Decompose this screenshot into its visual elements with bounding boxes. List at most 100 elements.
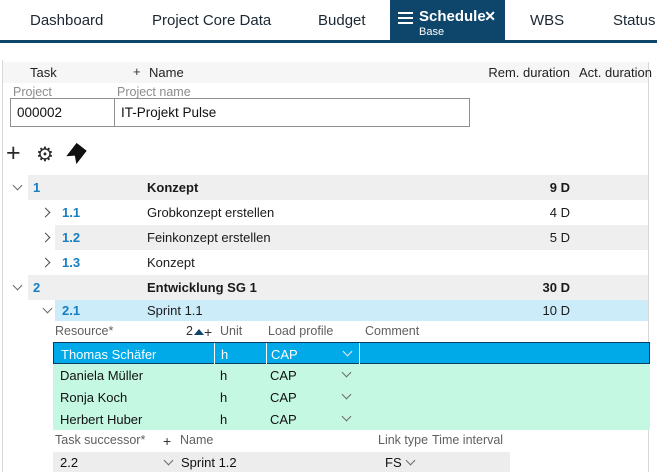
dropdown-chevron-icon[interactable] xyxy=(163,456,175,468)
project-label: Project xyxy=(13,85,52,99)
column-separator xyxy=(266,343,267,365)
add-column-icon[interactable]: + xyxy=(133,64,141,79)
task-rem-duration: 10 D xyxy=(542,303,570,318)
resource-load-profile[interactable]: CAP xyxy=(271,347,298,362)
row-background xyxy=(28,175,648,200)
column-unit: Unit xyxy=(220,324,243,338)
task-name: Konzept xyxy=(147,180,199,195)
tab-status[interactable]: Status xyxy=(613,0,656,40)
tab-schedule-active[interactable]: Schedule Base ✕ xyxy=(390,0,505,43)
dropdown-chevron-icon[interactable] xyxy=(342,347,354,359)
chevron-right-icon[interactable] xyxy=(41,256,55,270)
resource-unit[interactable]: h xyxy=(220,368,228,383)
column-load-profile: Load profile xyxy=(268,324,334,338)
column-time-interval: Time interval xyxy=(432,433,504,447)
tab-project-core-data-label: Project Core Data xyxy=(152,11,272,29)
gear-icon[interactable]: ⚙ xyxy=(36,144,54,166)
tab-schedule-subtitle: Base xyxy=(419,26,445,38)
bookmark-icon[interactable] xyxy=(66,143,87,164)
sort-indicator[interactable]: 2 xyxy=(186,324,204,338)
task-row-2[interactable]: 2 Entwicklung SG 1 30 D xyxy=(0,275,657,300)
chevron-down-icon[interactable] xyxy=(41,304,55,318)
project-name-label: Project name xyxy=(117,85,191,99)
column-resource: Resource* xyxy=(55,324,114,338)
task-row-1[interactable]: 1 Konzept 9 D xyxy=(0,175,657,200)
resource-load-profile[interactable]: CAP xyxy=(270,412,297,427)
task-name: Feinkonzept erstellen xyxy=(147,230,271,245)
resource-name: Daniela Müller xyxy=(60,368,144,383)
panel-left-border xyxy=(2,60,3,472)
task-row-1-2[interactable]: 1.2 Feinkonzept erstellen 5 D xyxy=(0,225,657,250)
dropdown-chevron-icon[interactable] xyxy=(341,368,353,380)
chevron-right-icon[interactable] xyxy=(41,206,55,220)
dropdown-chevron-icon[interactable] xyxy=(341,390,353,402)
tab-schedule-label: Schedule xyxy=(419,8,486,25)
column-link-type: Link type xyxy=(378,433,429,447)
successor-table-header: Task successor* + Name Link type Time in… xyxy=(0,433,657,449)
column-task: Task xyxy=(30,65,57,80)
project-name-field[interactable]: IT-Projekt Pulse xyxy=(121,105,217,120)
tab-wbs[interactable]: WBS xyxy=(530,0,564,40)
dropdown-chevron-icon[interactable] xyxy=(405,456,417,468)
resource-row[interactable]: Herbert Huber h CAP xyxy=(53,408,650,430)
tab-budget-label: Budget xyxy=(318,11,366,29)
successor-name: Sprint 1.2 xyxy=(181,455,237,470)
column-name: Name xyxy=(180,433,214,447)
resource-name: Thomas Schäfer xyxy=(61,347,157,362)
column-name: Name xyxy=(149,65,184,80)
task-name: Sprint 1.1 xyxy=(147,303,203,318)
resource-load-profile[interactable]: CAP xyxy=(270,368,297,383)
project-id-field[interactable]: 000002 xyxy=(17,105,63,120)
chevron-right-icon[interactable] xyxy=(41,231,55,245)
column-act-duration: Act. duration xyxy=(579,65,652,80)
column-task-successor: Task successor* xyxy=(55,433,146,447)
task-number: 2 xyxy=(33,280,41,295)
task-rem-duration: 4 D xyxy=(549,205,570,220)
tab-underline xyxy=(0,40,657,43)
tab-budget[interactable]: Budget xyxy=(318,0,366,40)
task-number: 1 xyxy=(33,180,41,195)
resource-row-selected[interactable]: Thomas Schäfer h CAP xyxy=(53,342,650,365)
close-icon[interactable]: ✕ xyxy=(484,8,496,24)
add-task-button[interactable]: + xyxy=(6,139,21,167)
task-row-1-3[interactable]: 1.3 Konzept xyxy=(0,250,657,275)
resource-table-header: Resource* 2 + Unit Load profile Comment xyxy=(0,324,657,342)
add-successor-column-icon[interactable]: + xyxy=(163,433,172,449)
tab-project-core-data[interactable]: Project Core Data xyxy=(152,0,271,40)
successor-row[interactable]: 2.2 Sprint 1.2 FS xyxy=(53,452,510,472)
panel-right-border xyxy=(648,62,649,472)
add-resource-column-icon[interactable]: + xyxy=(204,324,213,340)
column-rem-duration: Rem. duration xyxy=(488,65,570,80)
resource-unit[interactable]: h xyxy=(220,390,228,405)
tab-bar: Dashboard Project Core Data Budget Sched… xyxy=(0,0,657,43)
column-separator xyxy=(359,343,360,365)
resource-name: Ronja Koch xyxy=(60,390,128,405)
task-row-2-1-selected[interactable]: 2.1 Sprint 1.1 10 D xyxy=(0,300,657,321)
task-table-header: Task + Name Rem. duration Act. duration xyxy=(3,62,652,83)
dropdown-chevron-icon[interactable] xyxy=(341,412,353,424)
task-name: Konzept xyxy=(147,255,195,270)
chevron-down-icon[interactable] xyxy=(11,281,25,295)
tab-dashboard[interactable]: Dashboard xyxy=(30,0,103,40)
task-rem-duration: 30 D xyxy=(542,280,570,295)
resource-name: Herbert Huber xyxy=(60,412,143,427)
resource-row[interactable]: Daniela Müller h CAP xyxy=(53,364,650,386)
resource-row[interactable]: Ronja Koch h CAP xyxy=(53,386,650,408)
tab-status-label: Status xyxy=(613,11,656,29)
tab-dashboard-label: Dashboard xyxy=(30,11,104,29)
chevron-down-icon[interactable] xyxy=(11,181,25,195)
resource-load-profile[interactable]: CAP xyxy=(270,390,297,405)
resource-unit[interactable]: h xyxy=(220,412,228,427)
row-background-highlight xyxy=(55,300,648,321)
successor-link-type[interactable]: FS xyxy=(385,455,402,470)
sort-order-number: 2 xyxy=(186,324,193,338)
successor-number[interactable]: 2.2 xyxy=(60,455,79,470)
hamburger-menu-icon[interactable] xyxy=(398,12,413,24)
task-rem-duration: 9 D xyxy=(549,180,570,195)
resource-unit[interactable]: h xyxy=(221,347,229,362)
column-comment: Comment xyxy=(365,324,420,338)
column-separator xyxy=(214,343,215,365)
task-number: 1.2 xyxy=(62,230,81,245)
task-row-1-1[interactable]: 1.1 Grobkonzept erstellen 4 D xyxy=(0,200,657,225)
